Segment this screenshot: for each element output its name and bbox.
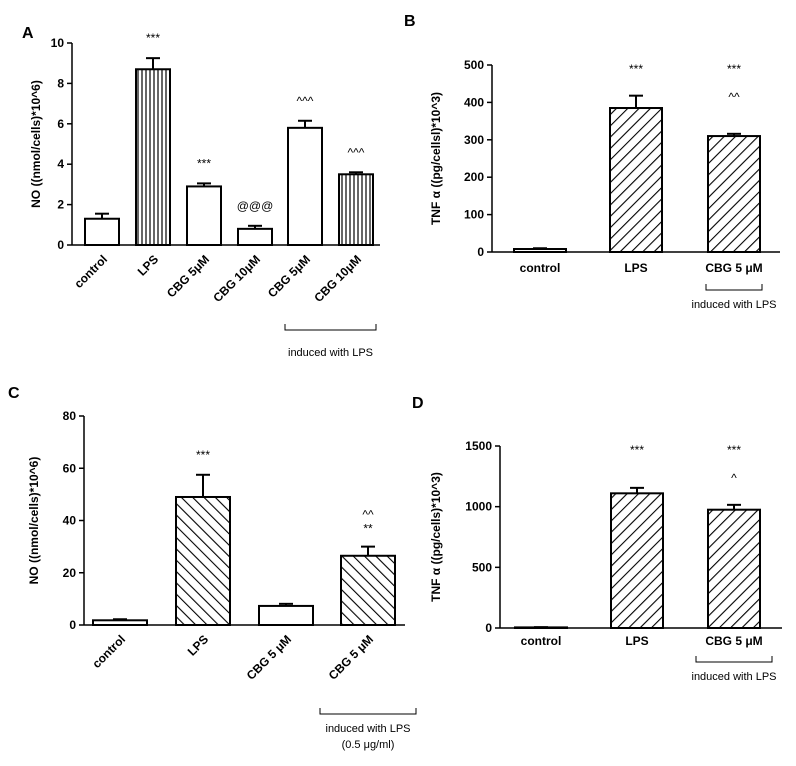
y-tick-label: 100: [464, 208, 484, 222]
significance-label: ***: [727, 62, 741, 76]
y-tick-label: 2: [57, 198, 64, 212]
significance-label: ***: [146, 31, 160, 45]
bracket-line: [705, 284, 763, 291]
category-label: control: [89, 632, 128, 671]
y-tick-label: 300: [464, 133, 484, 147]
category-label: LPS: [135, 252, 161, 278]
y-axis-label: NO ((nmol/cells)*10^6): [29, 80, 43, 208]
bracket-line: [319, 708, 417, 715]
chart-panel-a: 0 2 4 6 8 10 NO ((nmol/cells)*10^6) control *** L…: [29, 31, 380, 359]
category-label: CBG 5 μM: [244, 632, 294, 682]
bar: [610, 492, 664, 629]
y-axis-label: TNF α ((pg/cellsl)*10^3): [429, 92, 443, 225]
significance-label: ***: [630, 443, 644, 457]
bar: [707, 135, 761, 253]
y-tick-label: 1000: [465, 500, 492, 514]
category-label: LPS: [624, 261, 647, 275]
bar: [287, 126, 323, 246]
significance-label: ^^^: [297, 94, 314, 108]
y-axis-label: NO ((nmol/cells)*10^6): [27, 457, 41, 585]
y-tick-label: 60: [63, 461, 77, 475]
y-tick-label: 500: [472, 560, 492, 574]
bar: [338, 173, 374, 246]
chart-panel-d: 0 500 1000 1500 TNF α ((pg/cells)*10^3) contr…: [429, 439, 782, 683]
category-label: CBG 5 μM: [705, 261, 762, 275]
bracket-label: induced with LPS: [288, 347, 373, 359]
y-tick-label: 500: [464, 58, 484, 72]
bar: [92, 619, 148, 626]
category-label: LPS: [625, 634, 648, 648]
panel-label-b: B: [404, 13, 416, 30]
bar: [609, 107, 663, 254]
y-tick-label: 1500: [465, 439, 492, 453]
bar: [84, 217, 120, 247]
bracket-label: induced with LPS: [692, 299, 777, 311]
category-label: control: [521, 634, 562, 648]
bracket-line: [284, 324, 377, 331]
y-tick-label: 0: [485, 621, 492, 635]
significance-label: ^^: [728, 90, 740, 104]
significance-label: ***: [196, 448, 210, 462]
category-label: control: [71, 252, 110, 291]
y-tick-label: 40: [63, 514, 77, 528]
category-label: LPS: [185, 632, 211, 658]
bar: [707, 508, 761, 630]
bar: [186, 185, 222, 246]
y-tick-label: 20: [63, 566, 77, 580]
bracket-line: [695, 656, 773, 663]
chart-panel-b: 0 100 200 300 400 500 TNF α ((pg/cellsl)*10^3)…: [429, 58, 780, 311]
category-label: CBG 5μM: [164, 252, 212, 300]
bar: [175, 495, 231, 626]
bracket-label-secondary: (0.5 μg/ml): [342, 739, 395, 751]
significance-label: ^: [731, 471, 737, 485]
y-tick-label: 0: [477, 245, 484, 259]
y-axis-label: TNF α ((pg/cells)*10^3): [429, 472, 443, 602]
category-label: CBG 10μM: [210, 252, 263, 305]
bar: [340, 554, 396, 626]
category-label: control: [520, 261, 561, 275]
bracket-label: induced with LPS: [692, 671, 777, 683]
category-label: CBG 5 μM: [705, 634, 762, 648]
bar: [237, 227, 273, 246]
category-label: CBG 5 μM: [326, 632, 376, 682]
y-tick-label: 6: [57, 117, 64, 131]
significance-label: @@@: [237, 199, 274, 213]
y-tick-label: 0: [69, 618, 76, 632]
panel-label-d: D: [412, 395, 424, 412]
category-label: CBG 5μM: [265, 252, 313, 300]
bar: [258, 604, 314, 627]
significance-label: ***: [727, 443, 741, 457]
significance-label: ***: [197, 156, 211, 170]
panel-label-a: A: [22, 25, 34, 42]
y-tick-label: 0: [57, 238, 64, 252]
bar: [135, 68, 171, 247]
significance-label: ***: [629, 62, 643, 76]
significance-label: ^^: [362, 508, 374, 522]
y-tick-label: 10: [51, 36, 65, 50]
panel-label-c: C: [8, 385, 20, 402]
significance-label: ^^^: [348, 145, 365, 159]
y-tick-label: 8: [57, 76, 64, 90]
y-tick-label: 4: [57, 157, 64, 171]
significance-label: **: [363, 522, 373, 536]
y-tick-label: 80: [63, 409, 77, 423]
bar: [513, 248, 567, 253]
y-tick-label: 400: [464, 95, 484, 109]
category-label: CBG 10μM: [311, 252, 364, 305]
bracket-label: induced with LPS: [326, 723, 411, 735]
y-tick-label: 200: [464, 170, 484, 184]
chart-panel-c: 0 20 40 60 80 NO ((nmol/cells)*10^6) control **…: [27, 409, 417, 751]
